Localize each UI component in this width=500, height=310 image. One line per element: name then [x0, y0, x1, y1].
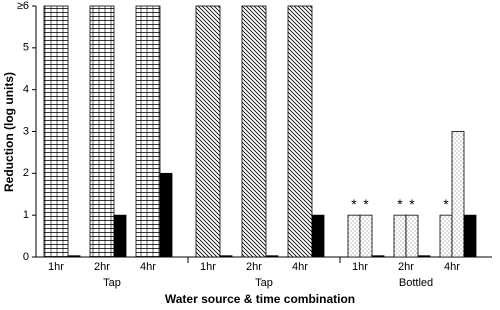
x-tick-label: 2hr: [398, 261, 414, 273]
x-tick-label: 1hr: [48, 261, 64, 273]
bar: [219, 255, 233, 258]
bar: [135, 5, 161, 258]
bar: [67, 255, 81, 258]
group-label: Bottled: [399, 277, 433, 289]
bar-note: *: [443, 196, 449, 212]
bar-note: *: [409, 196, 415, 212]
bar-note: *: [351, 196, 357, 212]
bar: [347, 214, 361, 258]
x-tick-label: 1hr: [200, 261, 216, 273]
bar: [113, 214, 127, 258]
y-tick-label: 3: [23, 125, 29, 137]
bar: [451, 131, 465, 258]
bar: [159, 172, 173, 258]
x-tick-label: 1hr: [352, 261, 368, 273]
x-tick-label: 2hr: [94, 261, 110, 273]
x-tick-label: 4hr: [444, 261, 460, 273]
group-label: Tap: [103, 277, 121, 289]
bar: [463, 214, 477, 258]
x-tick-label: 4hr: [140, 261, 156, 273]
x-tick-label: 4hr: [292, 261, 308, 273]
bar: [393, 214, 407, 258]
y-tick-label: 4: [23, 84, 29, 96]
bar-note: *: [397, 196, 403, 212]
bar-note: *: [363, 196, 369, 212]
y-tick-label: 0: [23, 251, 29, 263]
y-axis-title: Reduction (log units): [2, 72, 16, 192]
bar: [43, 5, 69, 258]
x-axis-title: Water source & time combination: [165, 292, 355, 306]
bar: [359, 214, 373, 258]
group-label: Tap: [255, 277, 273, 289]
bar: [287, 5, 313, 258]
y-tick-label: 1: [23, 209, 29, 221]
y-tick-label: ≥6: [17, 0, 29, 12]
bar: [405, 214, 419, 258]
bar: [265, 255, 279, 258]
y-tick-label: 2: [23, 167, 29, 179]
bar: [417, 255, 431, 258]
bar: [371, 255, 385, 258]
bar: [241, 5, 267, 258]
x-tick-label: 2hr: [246, 261, 262, 273]
bar: [195, 5, 221, 258]
y-tick-label: 5: [23, 42, 29, 54]
bar: [439, 214, 453, 258]
bar: [89, 5, 115, 258]
bar: [311, 214, 325, 258]
